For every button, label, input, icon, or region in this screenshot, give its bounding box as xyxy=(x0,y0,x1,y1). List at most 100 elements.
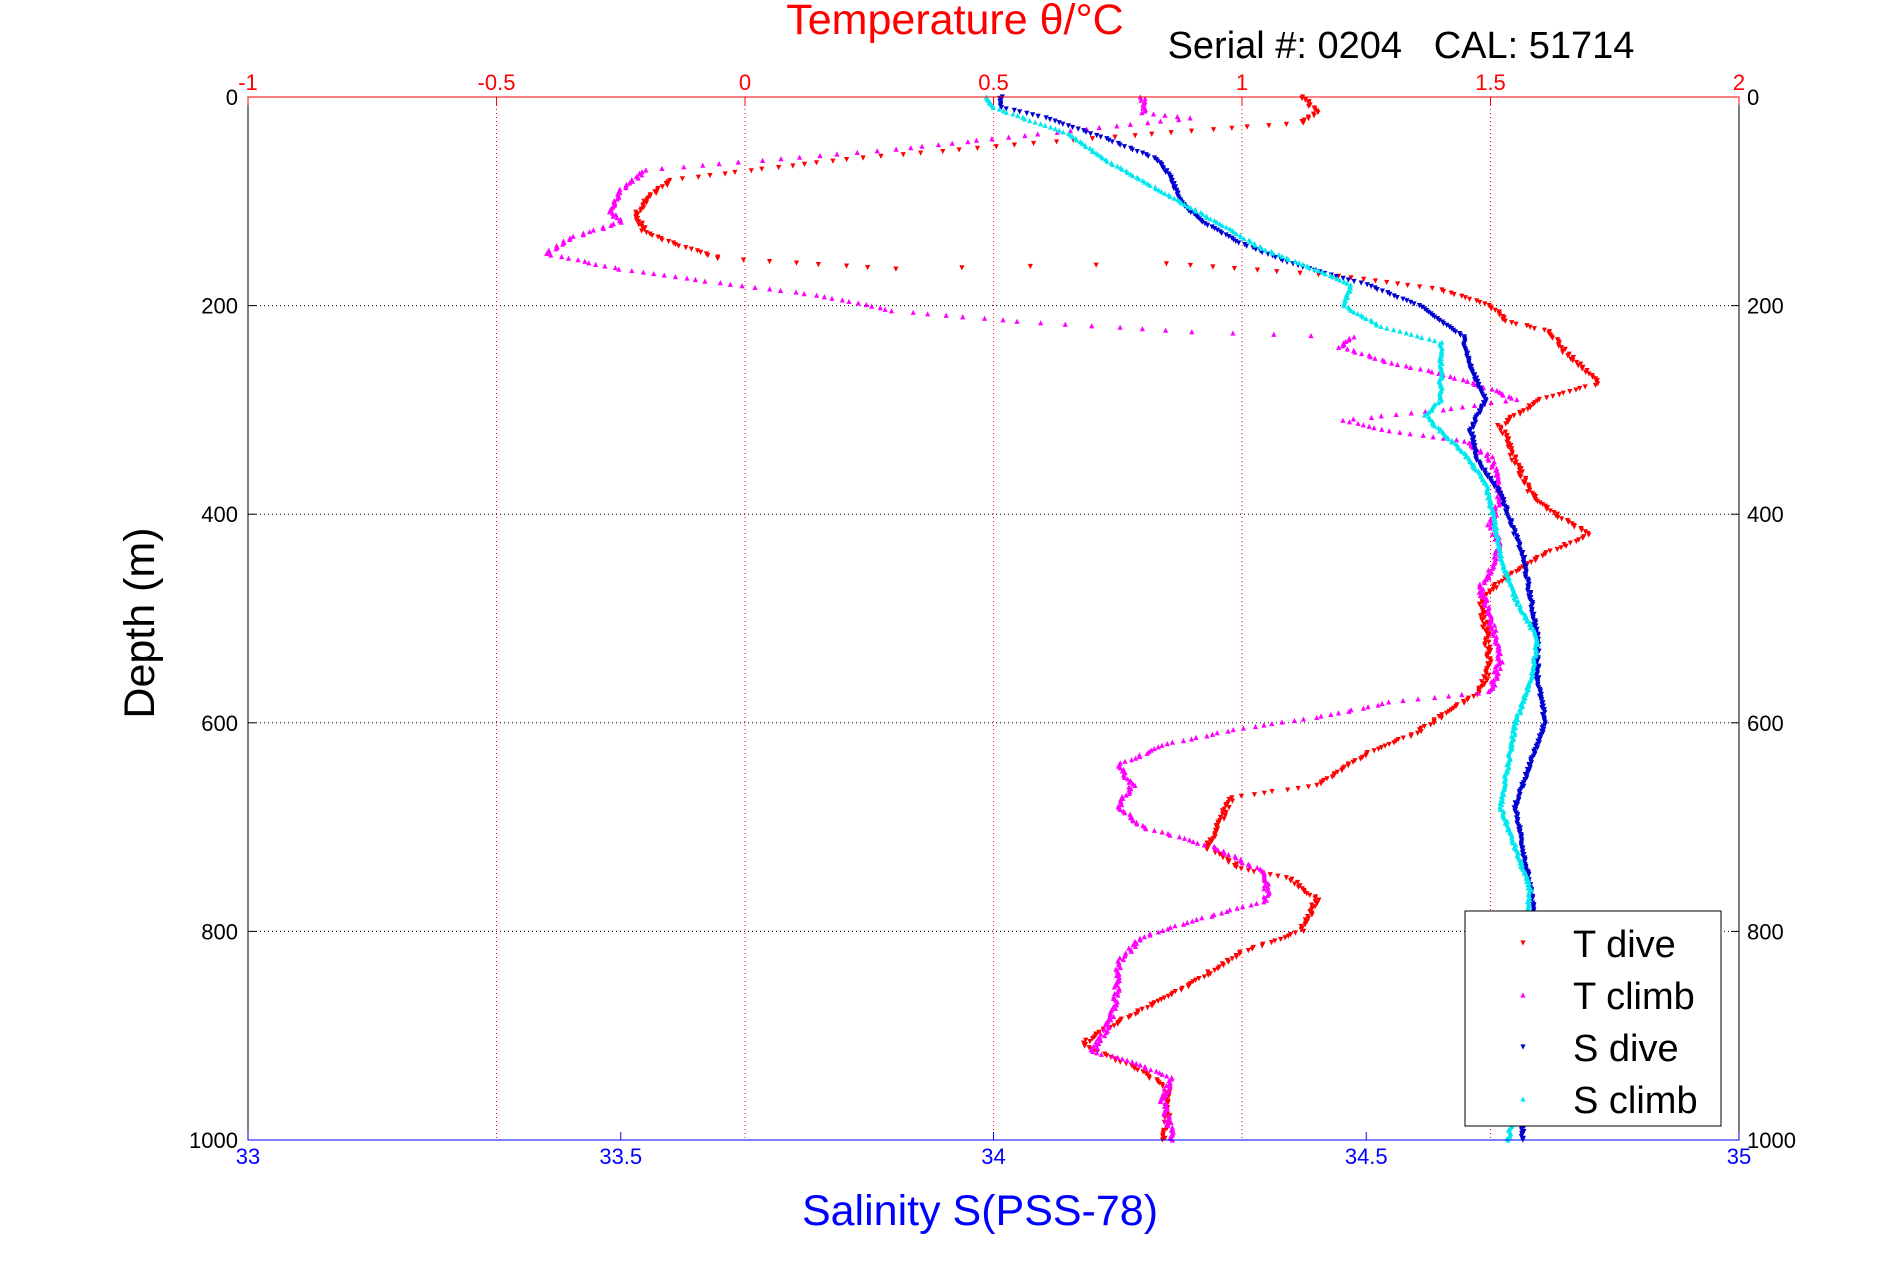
data-point xyxy=(1309,912,1315,918)
data-point xyxy=(1188,205,1194,211)
data-point xyxy=(860,155,866,161)
tick-label-temperature: 1.5 xyxy=(1475,70,1506,95)
data-point xyxy=(1202,221,1208,227)
data-point xyxy=(1178,200,1185,206)
data-point xyxy=(1107,1012,1113,1018)
data-point xyxy=(1527,625,1533,631)
data-point xyxy=(1269,720,1275,727)
data-point xyxy=(1096,1040,1102,1047)
data-point xyxy=(639,172,645,178)
data-point xyxy=(1400,697,1406,704)
data-point xyxy=(1479,466,1485,472)
data-point xyxy=(1439,712,1445,718)
data-point xyxy=(1190,979,1196,985)
data-point xyxy=(1205,972,1211,978)
data-point xyxy=(1282,935,1288,941)
data-point xyxy=(1000,108,1007,114)
data-point xyxy=(1162,190,1168,196)
data-point xyxy=(1505,419,1511,425)
data-point xyxy=(1215,826,1221,832)
data-point xyxy=(1125,169,1131,176)
data-point xyxy=(659,237,665,243)
data-point xyxy=(1554,546,1560,553)
data-point xyxy=(1505,444,1511,450)
data-point xyxy=(1366,423,1372,429)
data-point xyxy=(1241,235,1247,242)
data-point xyxy=(1497,427,1504,434)
data-point xyxy=(1475,383,1481,389)
data-point xyxy=(1533,673,1539,679)
data-point xyxy=(566,255,572,261)
data-point xyxy=(688,246,694,252)
data-point xyxy=(1507,416,1513,422)
data-point xyxy=(1403,330,1409,336)
data-point xyxy=(1217,814,1224,820)
data-point xyxy=(1486,457,1492,463)
data-point xyxy=(1271,331,1277,337)
data-point xyxy=(1437,398,1444,404)
data-point xyxy=(1400,735,1406,741)
data-point xyxy=(1087,131,1094,137)
data-point xyxy=(1305,116,1312,122)
data-point xyxy=(1247,863,1253,869)
data-point xyxy=(1052,118,1058,124)
data-point xyxy=(1595,381,1601,387)
data-point xyxy=(1267,872,1273,878)
data-point xyxy=(610,213,616,219)
data-point xyxy=(1015,112,1021,119)
data-point xyxy=(1194,840,1201,846)
data-point xyxy=(1525,406,1531,412)
data-point xyxy=(1471,381,1478,387)
data-point xyxy=(1233,230,1239,237)
data-point xyxy=(943,312,949,318)
data-point xyxy=(1219,230,1225,236)
data-point xyxy=(1527,405,1533,411)
data-point xyxy=(679,176,685,182)
data-point xyxy=(1181,835,1188,841)
data-point xyxy=(1315,268,1322,274)
data-point xyxy=(1178,987,1184,993)
data-point xyxy=(1333,274,1339,280)
data-point xyxy=(1188,736,1195,742)
data-point xyxy=(1345,763,1351,769)
data-point xyxy=(1340,275,1346,281)
data-point xyxy=(1484,629,1490,635)
data-point xyxy=(1481,682,1487,688)
data-point xyxy=(1419,334,1425,341)
data-point xyxy=(1527,765,1533,771)
data-point xyxy=(1234,905,1240,911)
data-point xyxy=(919,143,925,149)
data-point xyxy=(1161,1086,1167,1092)
data-point xyxy=(1089,1036,1096,1042)
data-point xyxy=(1482,301,1488,307)
data-point xyxy=(1122,810,1128,816)
data-point xyxy=(1196,976,1202,982)
data-point xyxy=(623,185,629,191)
data-point xyxy=(1188,209,1194,216)
data-point xyxy=(716,160,722,167)
data-point xyxy=(640,269,646,275)
tick-label-depth-left: 0 xyxy=(226,85,238,110)
data-point xyxy=(1491,677,1497,683)
series-t-climb xyxy=(544,94,1520,1143)
data-point xyxy=(1404,282,1411,289)
data-point xyxy=(1215,966,1221,972)
data-point xyxy=(1486,620,1492,627)
data-point xyxy=(1485,626,1491,632)
data-point xyxy=(1582,384,1588,390)
data-point xyxy=(1153,1068,1159,1074)
data-point xyxy=(1140,150,1146,156)
data-point xyxy=(1253,246,1259,253)
data-point xyxy=(815,262,822,268)
data-point xyxy=(1238,234,1244,240)
data-point xyxy=(1371,425,1377,431)
data-point xyxy=(1052,126,1058,132)
data-point xyxy=(900,152,906,158)
data-point xyxy=(1457,332,1464,338)
data-point xyxy=(1475,690,1482,696)
data-point xyxy=(1534,554,1540,561)
data-point xyxy=(1283,121,1290,127)
data-point xyxy=(1422,412,1428,418)
data-point xyxy=(1193,734,1199,741)
data-point xyxy=(570,233,576,239)
